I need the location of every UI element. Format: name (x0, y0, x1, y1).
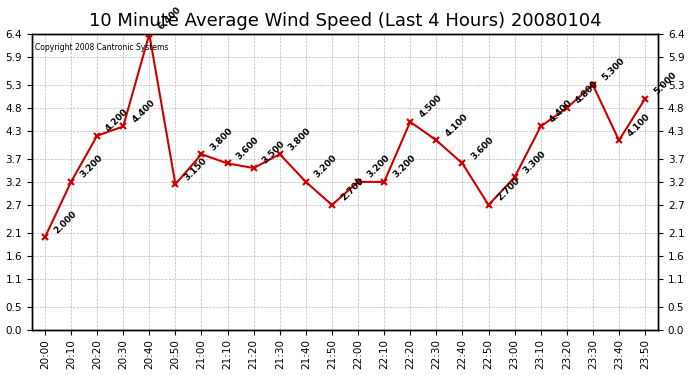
Text: 2.700: 2.700 (495, 177, 522, 203)
Text: 5.000: 5.000 (652, 70, 678, 97)
Text: 4.500: 4.500 (417, 93, 444, 120)
Text: 4.400: 4.400 (548, 98, 574, 124)
Text: 3.200: 3.200 (391, 153, 417, 180)
Text: 3.500: 3.500 (261, 140, 287, 166)
Text: 4.100: 4.100 (626, 112, 652, 138)
Text: 3.600: 3.600 (235, 135, 261, 161)
Text: 2.000: 2.000 (52, 209, 78, 235)
Text: 3.800: 3.800 (287, 126, 313, 152)
Text: 4.400: 4.400 (130, 98, 157, 124)
Text: 3.200: 3.200 (365, 153, 391, 180)
Text: 4.800: 4.800 (573, 80, 600, 106)
Text: 4.200: 4.200 (104, 107, 130, 134)
Text: 3.200: 3.200 (313, 153, 339, 180)
Text: Copyright 2008 Cantronic Systems: Copyright 2008 Cantronic Systems (35, 43, 168, 52)
Text: 3.200: 3.200 (78, 153, 104, 180)
Text: 3.300: 3.300 (522, 149, 548, 175)
Text: 6.400: 6.400 (156, 6, 183, 32)
Text: 4.100: 4.100 (443, 112, 470, 138)
Title: 10 Minute Average Wind Speed (Last 4 Hours) 20080104: 10 Minute Average Wind Speed (Last 4 Hou… (89, 12, 601, 30)
Text: 2.700: 2.700 (339, 177, 365, 203)
Text: 3.150: 3.150 (182, 156, 208, 182)
Text: 5.300: 5.300 (600, 57, 626, 83)
Text: 3.800: 3.800 (208, 126, 235, 152)
Text: 3.600: 3.600 (469, 135, 495, 161)
